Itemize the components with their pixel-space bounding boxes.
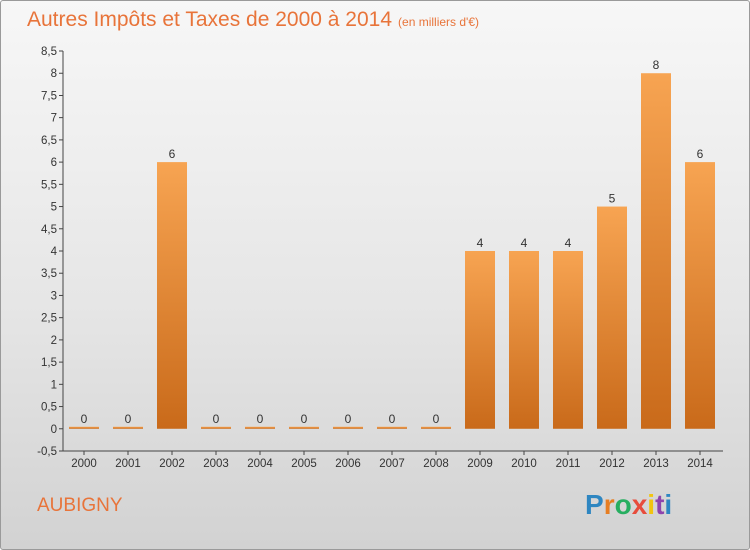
- bar: [69, 426, 99, 429]
- bar: [465, 251, 495, 429]
- logo-letter: i: [664, 489, 673, 520]
- bar: [421, 426, 451, 429]
- bar: [333, 426, 363, 429]
- bar-value-label: 4: [477, 236, 484, 250]
- x-tick-label: 2007: [379, 458, 405, 470]
- city-name: AUBIGNY: [37, 495, 123, 516]
- y-tick-label: 0,5: [41, 402, 57, 414]
- y-tick-label: 3: [51, 290, 57, 302]
- chart-title-text: Autres Impôts et Taxes de 2000 à 2014: [27, 8, 393, 31]
- y-tick-label: 6: [51, 157, 57, 169]
- bar-value-label: 0: [125, 412, 132, 426]
- y-tick-label: 1: [51, 379, 57, 391]
- x-tick-label: 2003: [203, 458, 229, 470]
- y-tick-label: 5,5: [41, 179, 57, 191]
- bar: [113, 426, 143, 429]
- y-tick-label: 0: [51, 424, 57, 436]
- bar-value-label: 4: [521, 236, 528, 250]
- bar: [641, 73, 671, 429]
- bar: [509, 251, 539, 429]
- bar-value-label: 0: [301, 412, 308, 426]
- bar: [157, 162, 187, 429]
- logo-letter: i: [647, 489, 656, 520]
- bar: [553, 251, 583, 429]
- logo-letter: o: [614, 489, 632, 520]
- y-tick-label: 2: [51, 335, 57, 347]
- y-tick-label: 7,5: [41, 90, 57, 102]
- y-tick-label: 6,5: [41, 135, 57, 147]
- x-tick-label: 2010: [511, 458, 537, 470]
- bar: [597, 206, 627, 429]
- bar: [245, 426, 275, 429]
- x-tick-label: 2005: [291, 458, 317, 470]
- x-tick-label: 2014: [687, 458, 713, 470]
- x-tick-label: 2008: [423, 458, 449, 470]
- x-tick-label: 2013: [643, 458, 669, 470]
- y-tick-label: 5: [51, 202, 57, 214]
- x-tick-label: 2011: [556, 458, 581, 470]
- x-tick-label: 2000: [71, 458, 97, 470]
- bar: [289, 426, 319, 429]
- bar-value-label: 6: [169, 147, 176, 161]
- y-tick-label: 3,5: [41, 268, 57, 280]
- bar: [377, 426, 407, 429]
- logo-letter: t: [655, 489, 665, 520]
- bar: [201, 426, 231, 429]
- bar-value-label: 0: [81, 412, 88, 426]
- x-tick-label: 2002: [159, 458, 185, 470]
- y-tick-label: 4: [51, 246, 58, 258]
- x-tick-label: 2001: [115, 458, 141, 470]
- bar-value-label: 0: [389, 412, 396, 426]
- y-tick-label: 8,5: [41, 46, 57, 58]
- bar-value-label: 4: [565, 236, 572, 250]
- y-tick-label: 1,5: [41, 357, 57, 369]
- logo-letter: P: [585, 489, 604, 520]
- bar-value-label: 8: [653, 58, 660, 72]
- chart-subtitle: (en milliers d'€): [398, 15, 480, 29]
- logo-letter: x: [631, 489, 648, 520]
- x-tick-label: 2004: [247, 458, 273, 470]
- bar-value-label: 0: [213, 412, 220, 426]
- y-tick-label: 7: [51, 113, 57, 125]
- proxiti-logo: Proxiti: [585, 489, 672, 521]
- x-tick-label: 2012: [599, 458, 625, 470]
- bar-value-label: 0: [433, 412, 440, 426]
- y-tick-label: -0,5: [37, 446, 57, 458]
- y-tick-label: 4,5: [41, 224, 57, 236]
- logo-letter: r: [603, 489, 615, 520]
- y-tick-label: 2,5: [41, 313, 57, 325]
- bar-value-label: 5: [609, 192, 616, 206]
- bar: [685, 162, 715, 429]
- y-tick-label: 8: [51, 68, 57, 80]
- bar-value-label: 0: [257, 412, 264, 426]
- x-tick-label: 2009: [467, 458, 493, 470]
- x-tick-label: 2006: [335, 458, 361, 470]
- bar-value-label: 6: [697, 147, 704, 161]
- chart-title: Autres Impôts et Taxes de 2000 à 2014 (en…: [27, 8, 479, 32]
- bar-value-label: 0: [345, 412, 352, 426]
